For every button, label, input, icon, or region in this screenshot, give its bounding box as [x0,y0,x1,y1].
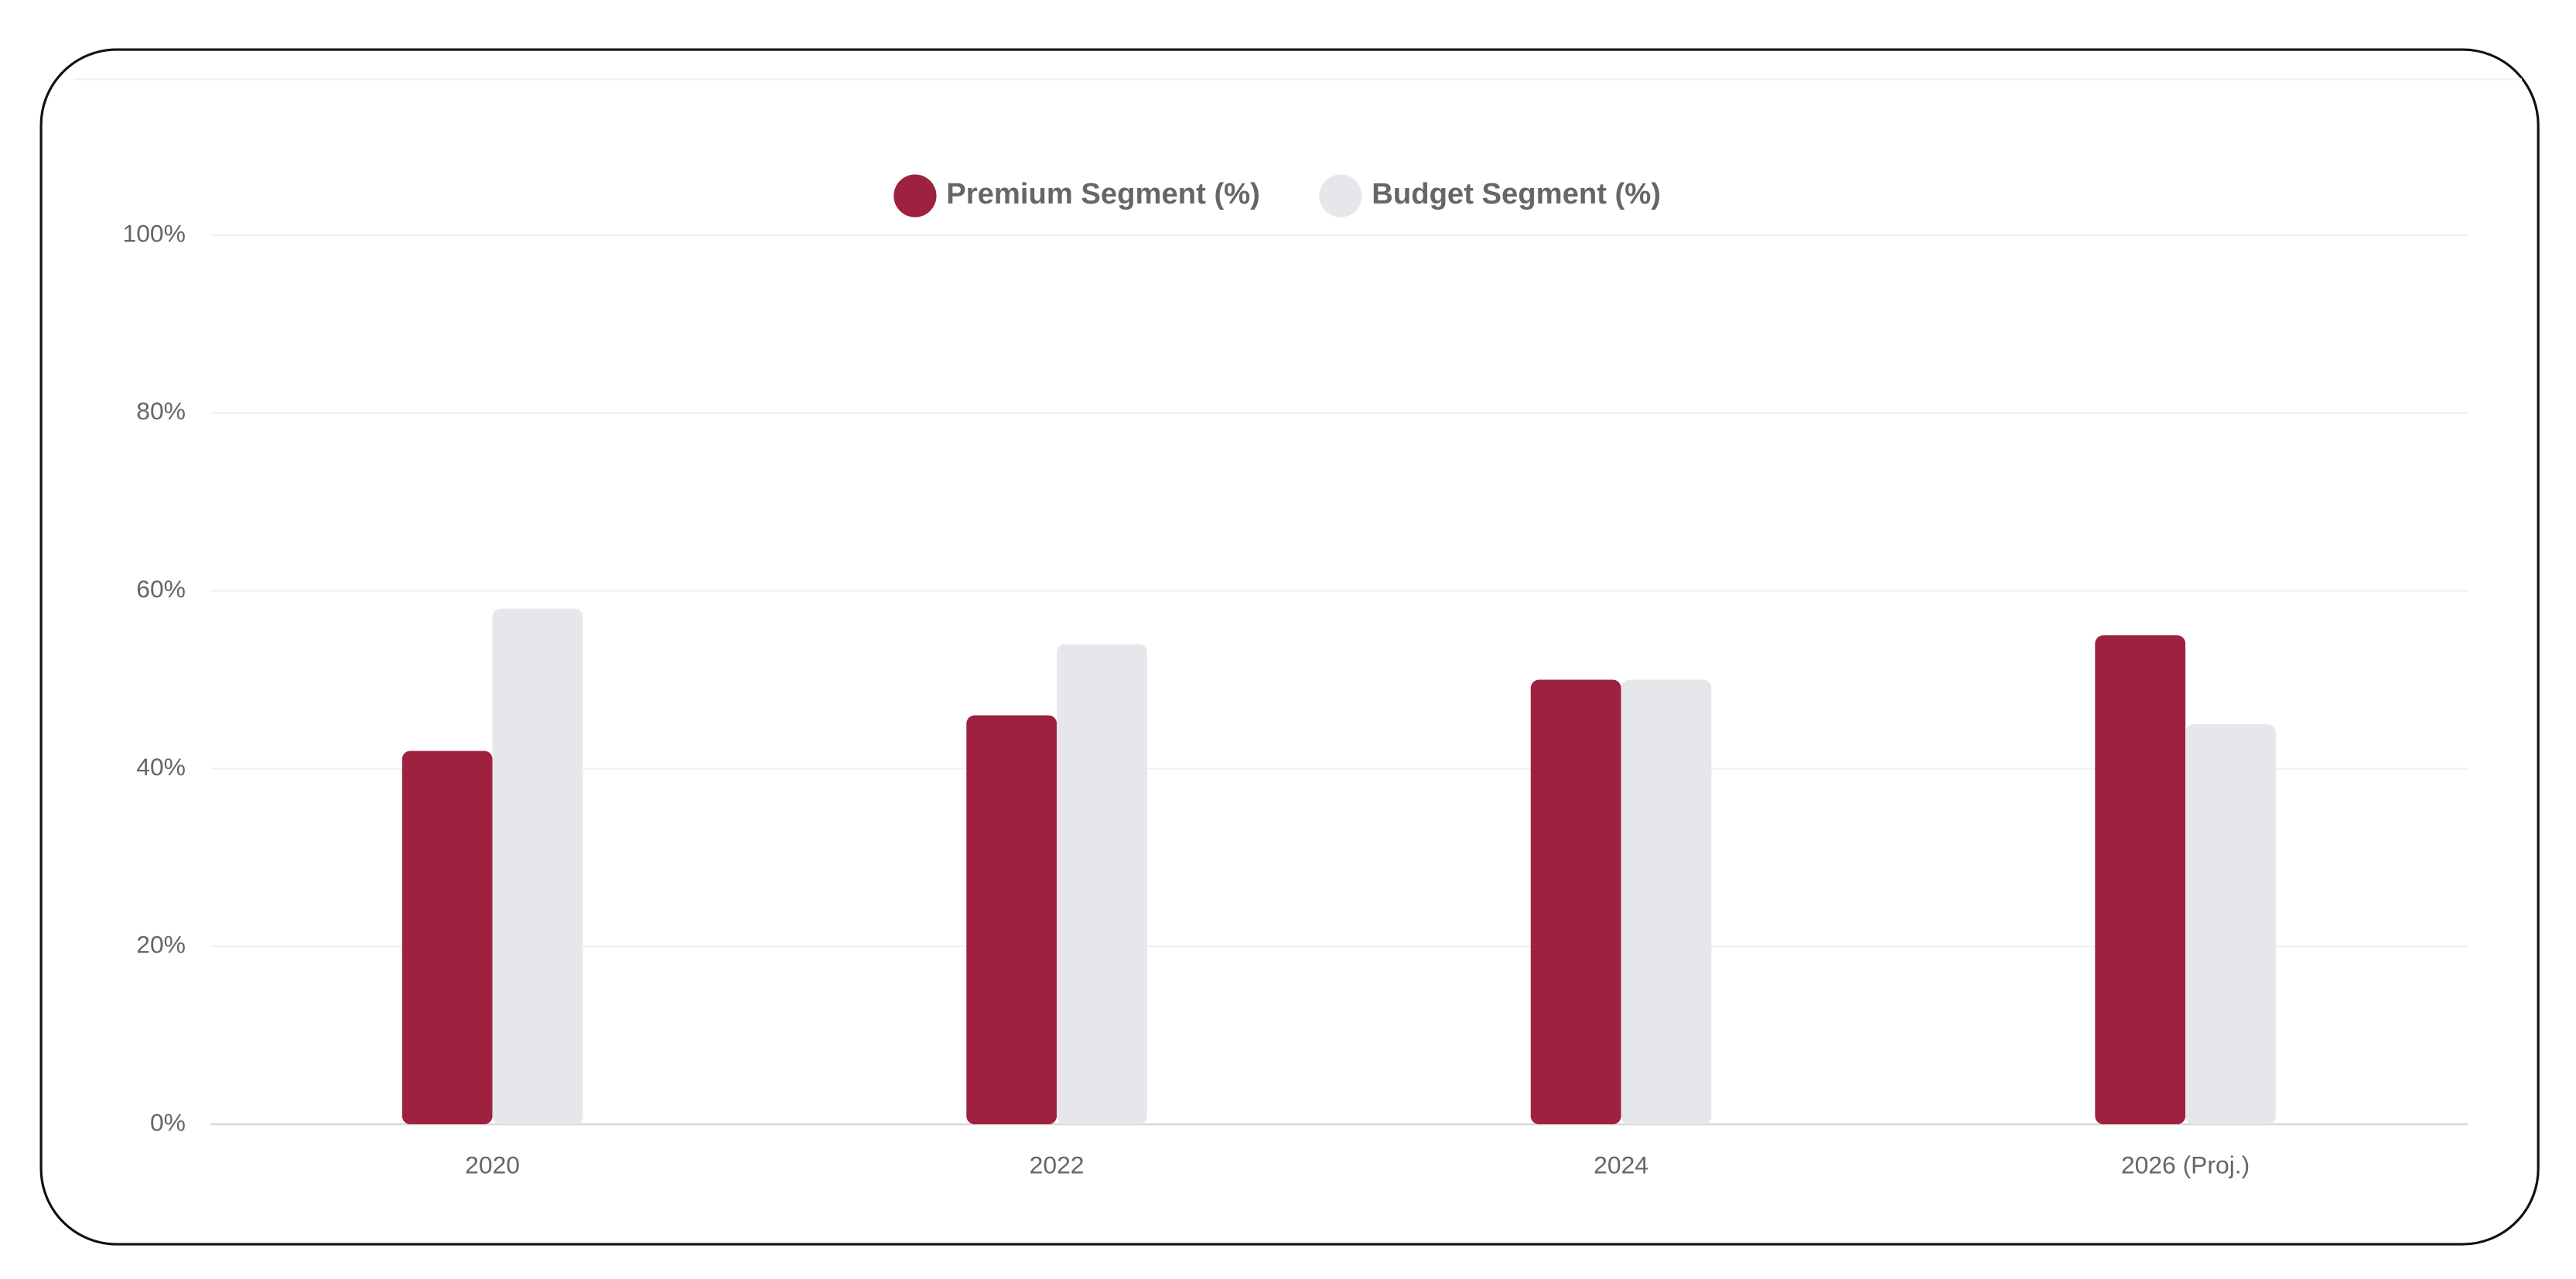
bar[interactable] [492,608,583,1124]
bar[interactable] [401,751,493,1124]
y-tick-label: 40% [136,753,186,781]
legend-label[interactable]: Premium Segment (%) [946,177,1260,210]
bar[interactable] [966,715,1057,1124]
bar[interactable] [1057,644,1147,1124]
card [39,48,2540,1246]
bar[interactable] [1621,679,1712,1124]
y-tick-label: 20% [136,931,186,959]
y-tick-label: 100% [123,219,186,247]
legend-label[interactable]: Budget Segment (%) [1372,177,1661,210]
y-tick-label: 80% [136,397,186,425]
y-tick-label: 0% [150,1108,186,1136]
legend-swatch[interactable] [1319,174,1362,217]
bar[interactable] [1530,679,1621,1124]
y-tick-label: 60% [136,575,186,603]
x-tick-label: 2022 [1030,1151,1085,1179]
bar[interactable] [2095,635,2186,1124]
bar[interactable] [2185,723,2276,1124]
legend-swatch[interactable] [893,174,937,217]
x-tick-label: 2020 [465,1151,520,1179]
x-tick-label: 2026 (Proj.) [2121,1151,2250,1179]
x-tick-label: 2024 [1594,1151,1648,1179]
